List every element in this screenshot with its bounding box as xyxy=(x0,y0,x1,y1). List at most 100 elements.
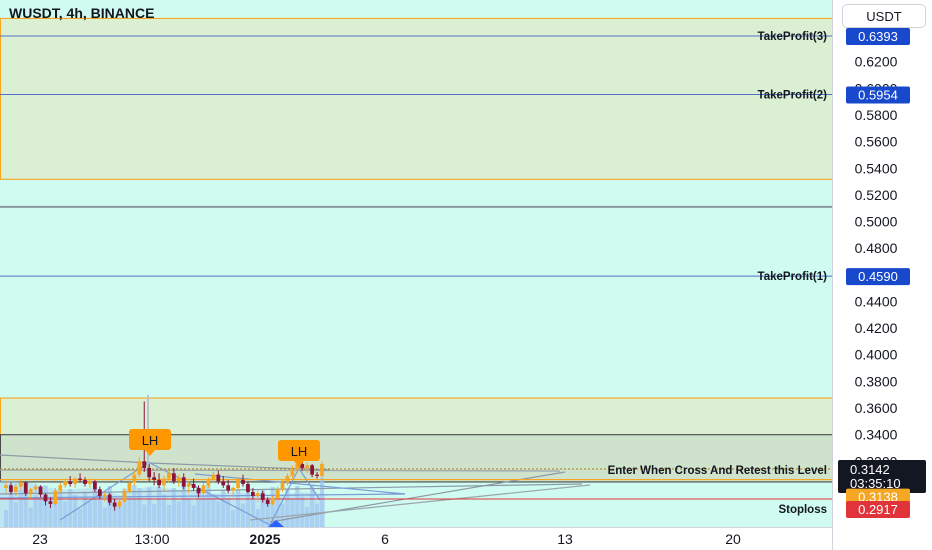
lh-marker-2 xyxy=(278,440,320,461)
candle-body xyxy=(201,485,206,494)
volume-bar xyxy=(181,481,186,527)
candle-body xyxy=(152,477,157,480)
volume-bar xyxy=(68,489,73,527)
time-tick-label: 13:00 xyxy=(134,531,169,547)
volume-bar xyxy=(201,496,206,527)
candle-body xyxy=(97,489,102,496)
volume-bar xyxy=(226,498,231,527)
volume-bar xyxy=(58,491,63,527)
candle-body xyxy=(122,491,127,502)
volume-bar xyxy=(97,492,102,527)
candle-body xyxy=(315,474,319,476)
volume-bar xyxy=(231,510,236,527)
candle-body xyxy=(147,467,152,478)
volume-bar xyxy=(142,504,147,527)
candle-body xyxy=(48,501,53,504)
level-label-3: TakeProfit(1) xyxy=(758,271,828,283)
drawings-layer xyxy=(0,395,591,527)
volume-bar xyxy=(13,502,18,527)
candle-body xyxy=(38,486,43,495)
trendline-11 xyxy=(0,469,561,472)
candle-body xyxy=(137,461,142,475)
volume-bar xyxy=(280,503,285,527)
volume-bar xyxy=(161,494,167,527)
candle-body xyxy=(28,489,33,494)
price-tag-3 xyxy=(846,268,910,286)
candle-body xyxy=(107,494,112,503)
lh-marker-pointer-1 xyxy=(145,450,155,456)
volume-bar xyxy=(127,497,132,527)
volume-bar xyxy=(107,486,112,527)
price-tick-label: 0.4200 xyxy=(855,320,898,336)
volume-bar xyxy=(240,503,246,527)
price-tag-6 xyxy=(846,501,910,519)
candle-body xyxy=(68,481,73,484)
candle-body xyxy=(102,494,107,496)
trendline-4 xyxy=(0,493,406,499)
price-tick-label: 0.3800 xyxy=(855,373,898,389)
currency-button[interactable]: USDT xyxy=(842,4,926,28)
price-tick-label: 0.3400 xyxy=(855,427,898,443)
volume-bar xyxy=(310,485,315,527)
last-price-tag xyxy=(838,460,926,494)
candle-body xyxy=(171,473,176,482)
volume-bar xyxy=(211,494,216,527)
candle-body xyxy=(270,498,275,504)
volume-bar xyxy=(23,491,28,527)
candle-body xyxy=(18,482,23,487)
candle-body xyxy=(78,478,82,480)
price-tag-1 xyxy=(846,28,910,45)
candle-body xyxy=(83,479,87,484)
candle-body xyxy=(92,481,97,490)
volume-bar xyxy=(43,485,48,527)
candle-body xyxy=(33,486,38,490)
price-tick-label: 0.4400 xyxy=(855,293,898,309)
candle-body xyxy=(231,487,236,491)
volume-bar xyxy=(92,482,97,527)
price-tick-label: 0.5000 xyxy=(855,214,898,230)
candle-body xyxy=(63,481,68,486)
price-tick-label: 0.6200 xyxy=(855,54,898,70)
volume-bar xyxy=(117,507,122,527)
price-tick-label: 0.4800 xyxy=(855,240,898,256)
level-label-2: TakeProfit(2) xyxy=(758,89,828,101)
countdown-label: 03:35:10 xyxy=(850,476,901,491)
candle-body xyxy=(221,481,226,486)
candle-body xyxy=(4,485,8,488)
candle-body xyxy=(142,461,147,468)
volume-bar xyxy=(38,498,43,527)
trendline-8 xyxy=(269,471,566,523)
volume-bar xyxy=(319,477,325,527)
candle-body xyxy=(260,493,265,500)
candle-body xyxy=(226,485,231,491)
volume-bar xyxy=(166,505,172,527)
price-tick-label: 0.5200 xyxy=(855,187,898,203)
volume-bar xyxy=(82,491,88,527)
candle-body xyxy=(117,501,122,507)
volume-bar xyxy=(295,486,300,527)
volume-bar xyxy=(255,509,260,527)
volume-bar xyxy=(137,488,142,527)
volume-bar xyxy=(245,485,251,527)
price-tick-label: 0.3600 xyxy=(855,400,898,416)
candle-body xyxy=(255,493,260,496)
volume-bar xyxy=(87,502,93,527)
level-label-6: Stoploss xyxy=(778,504,827,516)
trendline-9 xyxy=(249,484,591,521)
candle-body xyxy=(43,494,48,502)
volume-bar xyxy=(28,507,33,527)
candle-body xyxy=(167,473,171,479)
last-price-value: 0.3142 xyxy=(850,462,890,477)
volume-bar xyxy=(216,501,221,527)
time-axis[interactable]: 23 13:00 2025 6 13 20 xyxy=(0,527,832,548)
candles-layer xyxy=(4,401,324,511)
candle-body xyxy=(132,474,137,483)
volume-bar xyxy=(176,501,181,527)
candle-body xyxy=(295,463,300,470)
trendline-7 xyxy=(194,473,406,495)
price-axis[interactable]: 0.62000.60000.58000.56000.54000.52000.50… xyxy=(832,0,927,550)
price-tag-2 xyxy=(846,86,910,104)
lh-marker-label-1: LH xyxy=(142,433,159,448)
volume-bar xyxy=(270,487,275,527)
